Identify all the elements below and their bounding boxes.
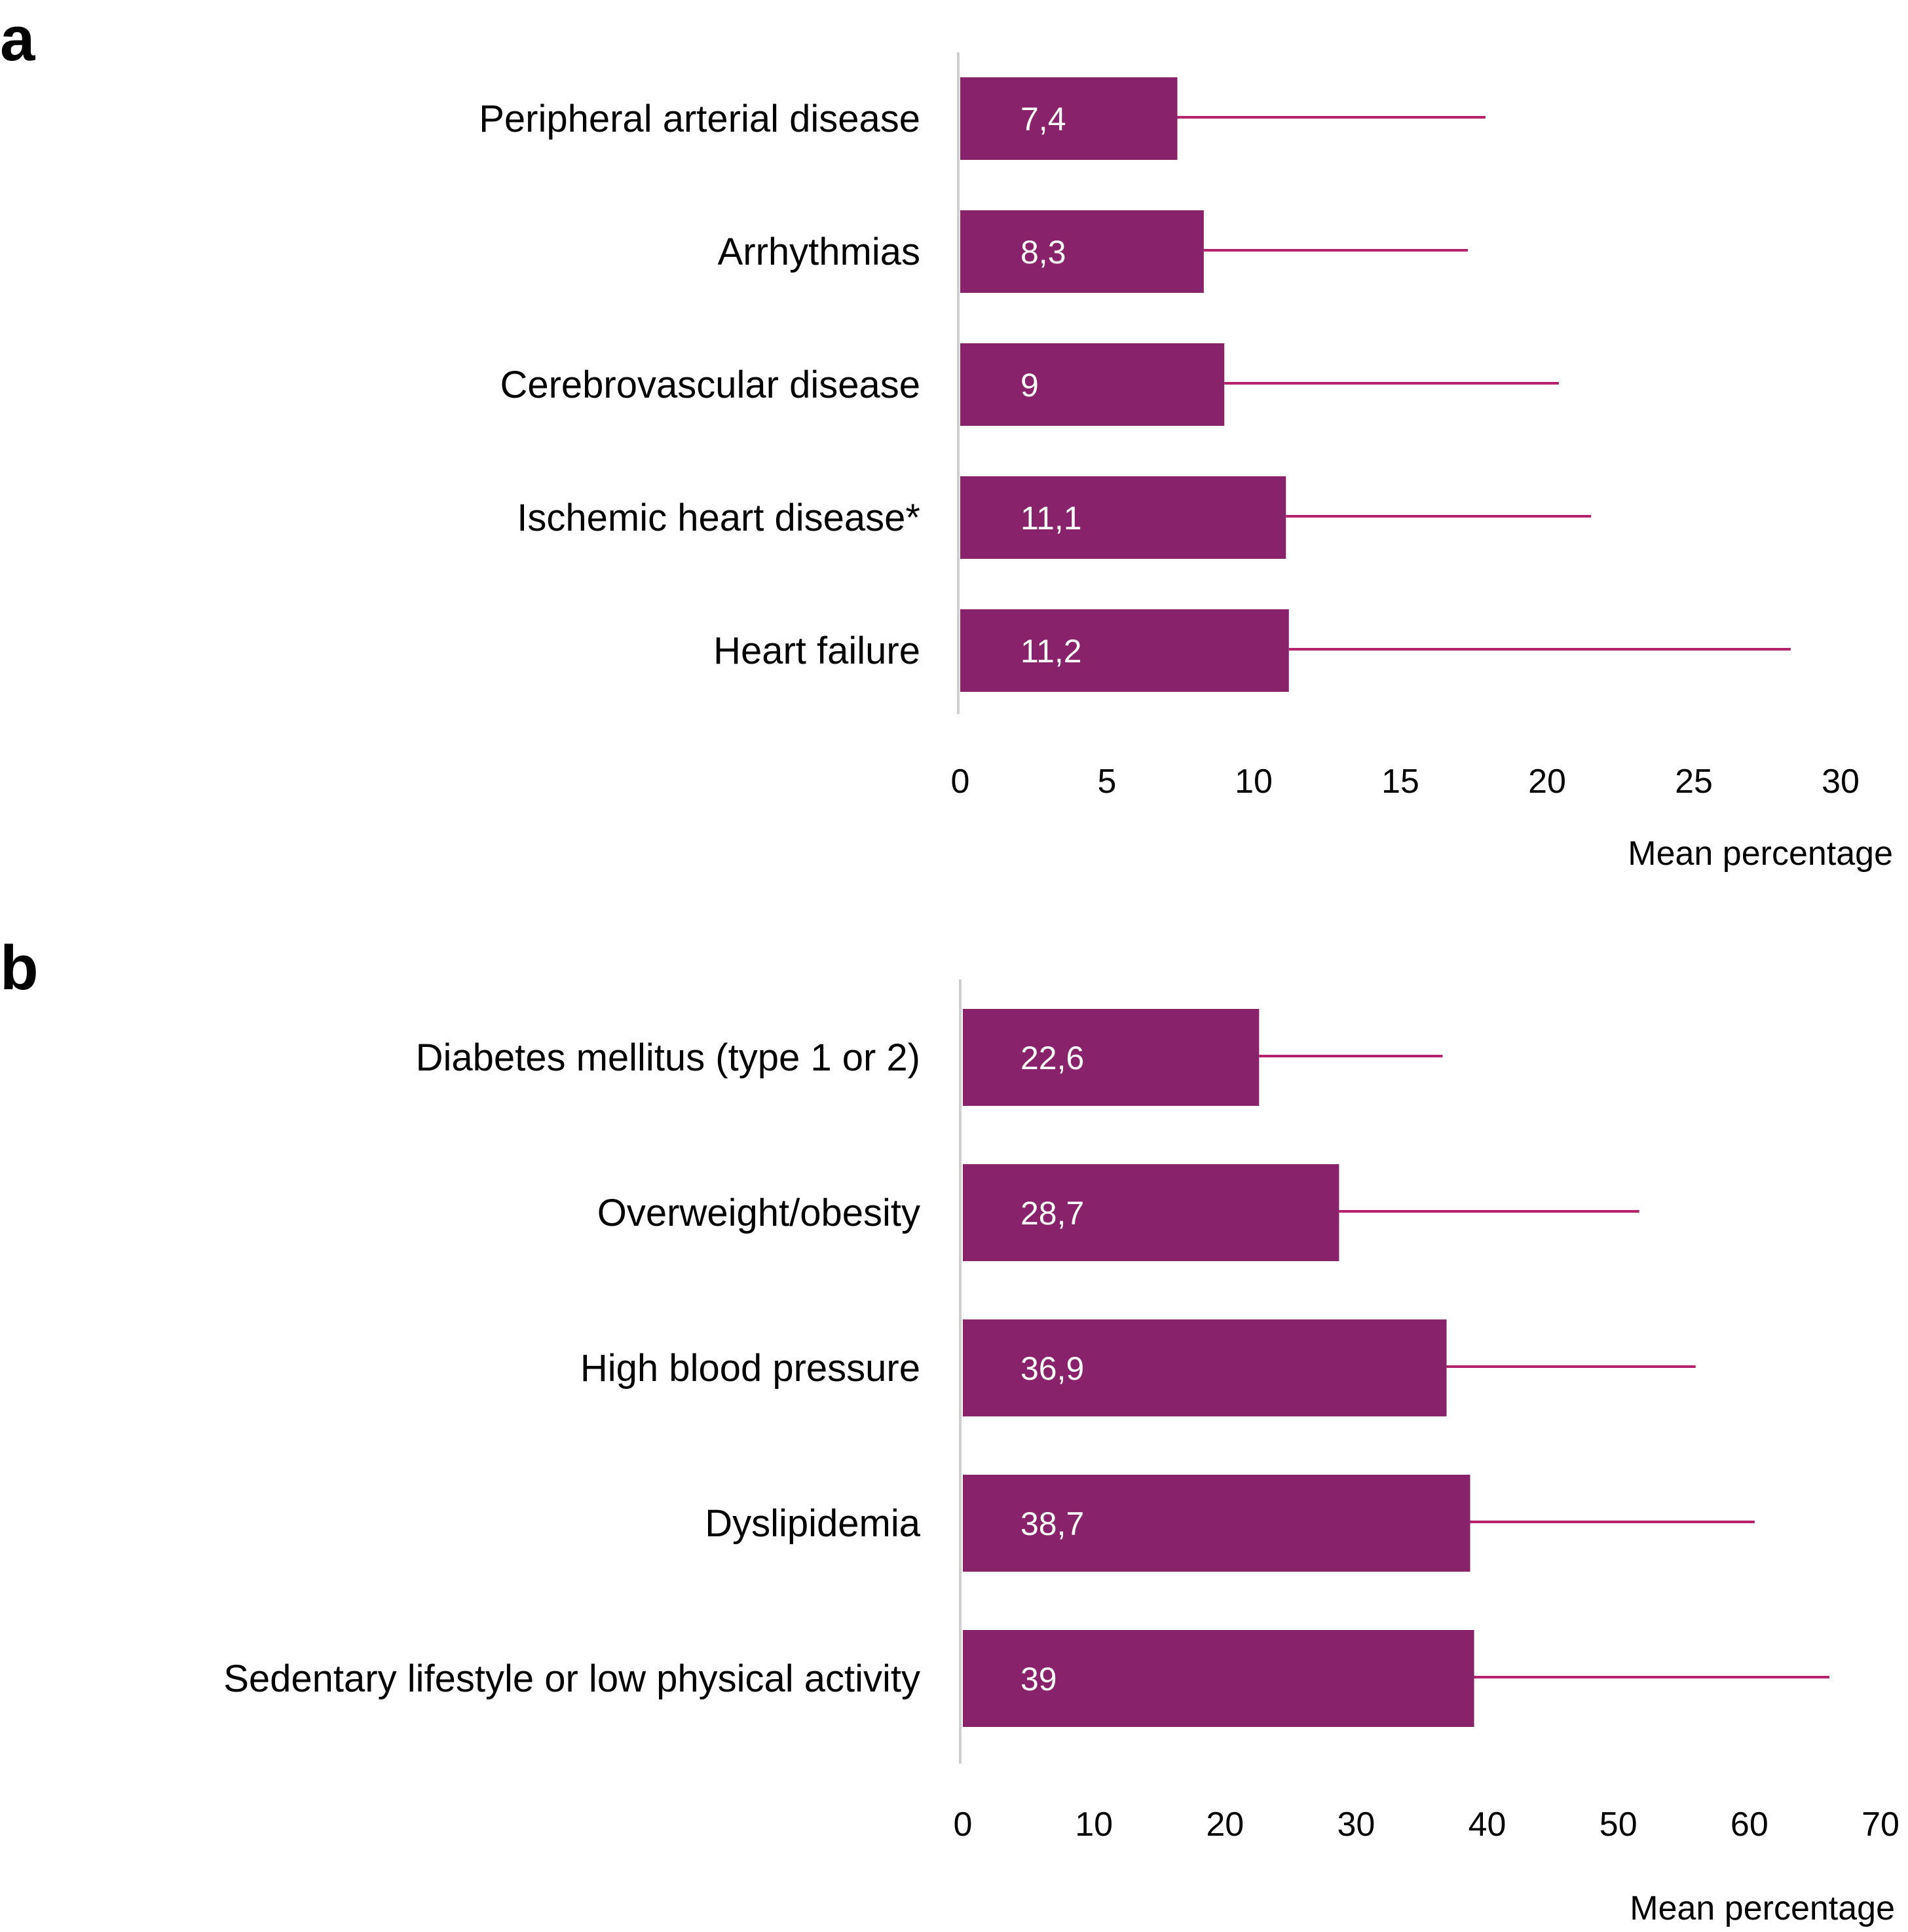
tick-label-a-0: 0 [951,763,970,801]
value-label-a-0: 7,4 [1020,101,1066,138]
bar-b-1 [963,1164,1339,1261]
bar-a-2 [960,343,1225,426]
value-label-b-4: 39 [1020,1661,1057,1697]
category-label-a-2: Cerebrovascular disease [500,364,920,406]
bar-a-3 [960,476,1286,559]
value-label-b-0: 22,6 [1020,1040,1084,1076]
bar-b-0 [963,1009,1260,1106]
bar-b-2 [963,1319,1447,1416]
tick-label-b-0: 0 [954,1806,973,1844]
bar-a-1 [960,210,1204,293]
category-label-b-2: High blood pressure [580,1347,920,1390]
tick-label-b-4: 40 [1468,1806,1506,1844]
bar-b-3 [963,1475,1470,1572]
category-label-b-0: Diabetes mellitus (type 1 or 2) [416,1036,920,1079]
category-label-a-3: Ischemic heart disease* [517,497,920,539]
category-label-b-4: Sedentary lifestyle or low physical acti… [223,1657,920,1700]
tick-label-a-3: 15 [1381,763,1419,801]
tick-label-b-1: 10 [1075,1806,1113,1844]
panel-b-label: b [0,933,39,1003]
panel-a-chart: a Peripheral arterial disease Arrhythmias… [0,4,1893,873]
value-label-a-1: 8,3 [1020,234,1066,271]
tick-label-b-5: 50 [1599,1806,1637,1844]
panel-b-chart: b Diabetes mellitus (type 1 or 2) Overwei… [0,933,1899,1927]
value-label-b-1: 28,7 [1020,1195,1084,1232]
tick-label-a-2: 10 [1235,763,1273,801]
panel-a-x-axis-title: Mean percentage [1628,835,1893,873]
bar-a-0 [960,77,1178,160]
panel-b-x-axis-title: Mean percentage [1630,1889,1895,1927]
tick-label-b-2: 20 [1206,1806,1244,1844]
tick-label-b-3: 30 [1337,1806,1375,1844]
tick-label-b-7: 70 [1861,1806,1899,1844]
panel-a-label: a [0,4,35,74]
category-label-a-1: Arrhythmias [718,231,920,273]
value-label-a-4: 11,2 [1020,633,1082,670]
tick-label-b-6: 60 [1730,1806,1768,1844]
tick-label-a-1: 5 [1098,763,1117,801]
tick-label-a-5: 25 [1675,763,1713,801]
value-label-b-2: 36,9 [1020,1350,1084,1387]
value-label-b-3: 38,7 [1020,1506,1084,1542]
category-label-a-0: Peripheral arterial disease [479,98,920,140]
value-label-a-2: 9 [1020,367,1039,404]
category-label-b-1: Overweight/obesity [597,1192,920,1234]
category-label-b-3: Dyslipidemia [705,1502,921,1545]
value-label-a-3: 11,1 [1020,500,1082,537]
tick-label-a-6: 30 [1822,763,1860,801]
bar-b-4 [963,1630,1474,1727]
tick-label-a-4: 20 [1528,763,1566,801]
category-label-a-4: Heart failure [713,630,920,672]
bar-a-4 [960,609,1289,692]
